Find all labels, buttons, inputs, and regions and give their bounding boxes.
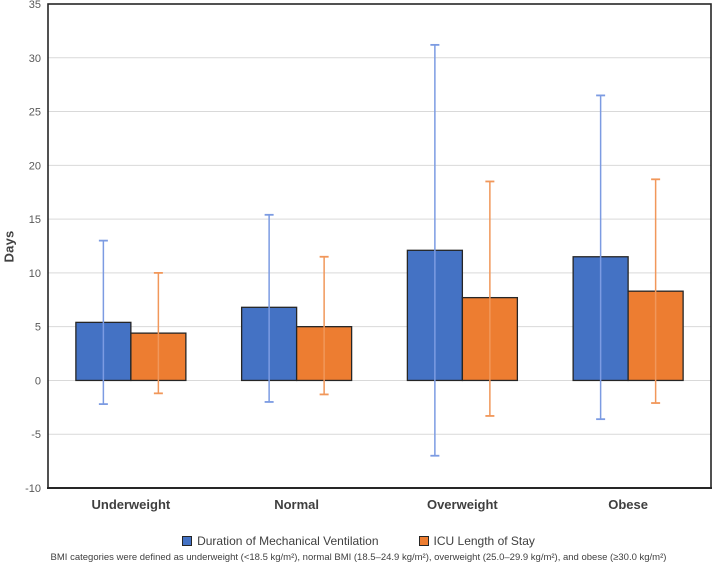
legend-label-icu-length-of-stay: ICU Length of Stay [433,534,535,548]
plot-frame [47,3,712,489]
y-tick-label: 5 [35,322,41,334]
legend-swatch-icu-length-of-stay [418,536,429,546]
y-tick-label: -10 [25,483,41,495]
y-tick-label: 20 [29,160,41,172]
y-tick-label: 30 [29,53,41,65]
y-tick-label: 25 [29,107,41,119]
category-label: Normal [274,497,319,512]
y-tick-label: 0 [35,375,41,387]
legend-item-mechanical-ventilation: Duration of Mechanical Ventilation [182,534,379,548]
category-label: Obese [608,497,648,512]
y-tick-label: 10 [29,268,41,280]
y-tick-label: 15 [29,214,41,226]
legend: Duration of Mechanical Ventilation ICU L… [0,534,717,548]
legend-swatch-mechanical-ventilation [182,536,193,546]
footnote: BMI categories were defined as underweig… [50,552,667,563]
y-tick-label: -5 [31,429,41,441]
legend-item-icu-length-of-stay: ICU Length of Stay [418,534,535,548]
legend-label-mechanical-ventilation: Duration of Mechanical Ventilation [197,534,379,548]
category-label: Overweight [427,497,498,512]
plot-area: -10 -5 0 5 10 15 20 25 30 35 Underweight Normal Over… [25,0,712,512]
category-label: Underweight [92,497,171,512]
y-tick-label: 35 [29,0,41,11]
